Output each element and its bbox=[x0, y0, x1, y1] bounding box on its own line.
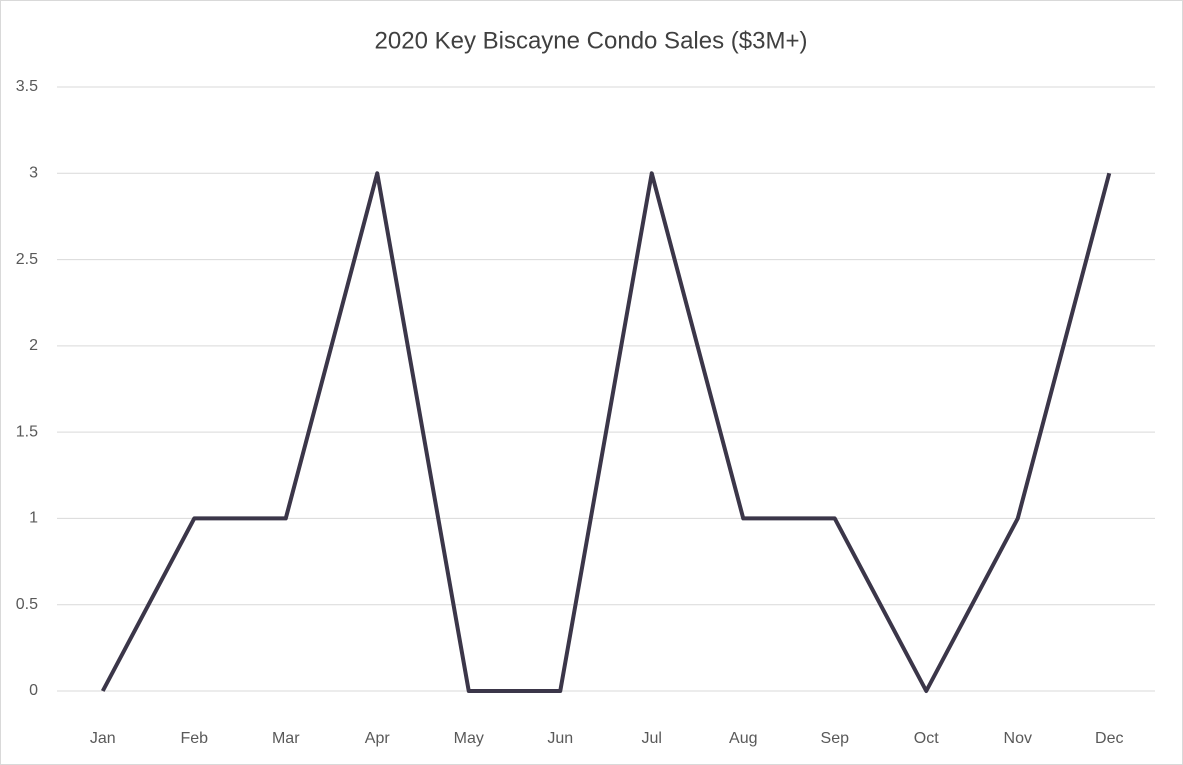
chart-title: 2020 Key Biscayne Condo Sales ($3M+) bbox=[375, 27, 808, 54]
y-tick-label: 2 bbox=[29, 337, 38, 354]
x-tick-label: Dec bbox=[1095, 730, 1123, 747]
x-tick-label: Aug bbox=[729, 730, 757, 747]
x-tick-label: Jan bbox=[90, 730, 116, 747]
x-tick-label: Oct bbox=[914, 730, 939, 747]
y-tick-label: 3.5 bbox=[16, 78, 38, 95]
y-tick-label: 2.5 bbox=[16, 251, 38, 268]
x-tick-label: Feb bbox=[180, 730, 208, 747]
x-tick-label: Sep bbox=[821, 730, 850, 747]
x-tick-label: Mar bbox=[272, 730, 300, 747]
x-tick-label: Nov bbox=[1004, 730, 1032, 747]
y-tick-label: 3 bbox=[29, 165, 38, 182]
x-tick-label: May bbox=[454, 730, 484, 747]
y-tick-label: 1.5 bbox=[16, 423, 38, 440]
data-line bbox=[100, 171, 1112, 693]
y-tick-label: 1 bbox=[29, 510, 38, 527]
x-tick-label: Jun bbox=[547, 730, 573, 747]
x-tick-label: Apr bbox=[365, 730, 391, 747]
y-tick-label: 0.5 bbox=[16, 596, 38, 613]
y-tick-label: 0 bbox=[29, 682, 38, 699]
x-tick-label: Jul bbox=[642, 730, 662, 747]
